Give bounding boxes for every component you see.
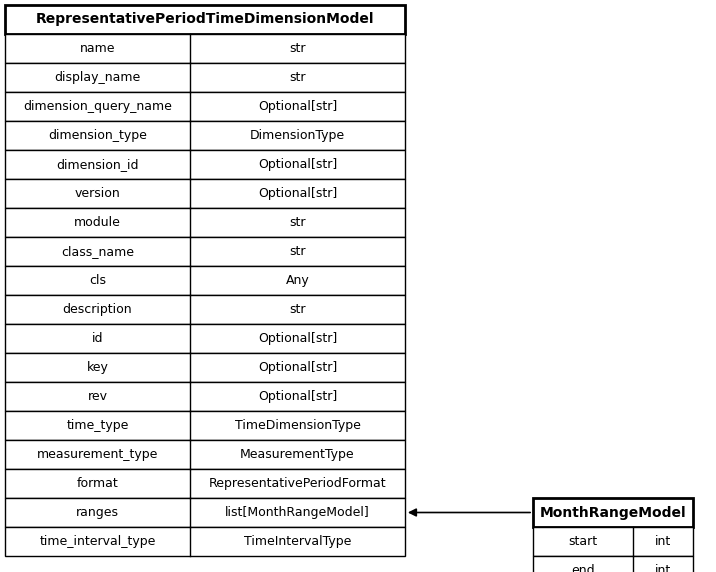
Text: module: module xyxy=(74,216,121,229)
Bar xyxy=(5,121,405,150)
Text: TimeIntervalType: TimeIntervalType xyxy=(244,535,351,548)
Text: MeasurementType: MeasurementType xyxy=(240,448,355,461)
Text: name: name xyxy=(79,42,115,55)
Text: Optional[str]: Optional[str] xyxy=(258,361,337,374)
Text: Optional[str]: Optional[str] xyxy=(258,187,337,200)
Text: DimensionType: DimensionType xyxy=(250,129,345,142)
Text: time_type: time_type xyxy=(67,419,129,432)
Bar xyxy=(5,5,405,34)
Text: str: str xyxy=(289,42,306,55)
Bar xyxy=(5,266,405,295)
Bar xyxy=(5,353,405,382)
Text: str: str xyxy=(289,303,306,316)
Text: dimension_id: dimension_id xyxy=(57,158,139,171)
Text: start: start xyxy=(569,535,598,548)
Text: ranges: ranges xyxy=(76,506,119,519)
Bar xyxy=(5,382,405,411)
Bar xyxy=(5,527,405,556)
Bar xyxy=(5,295,405,324)
Bar xyxy=(5,34,405,63)
Text: TimeDimensionType: TimeDimensionType xyxy=(235,419,360,432)
Bar xyxy=(5,208,405,237)
Text: Any: Any xyxy=(286,274,309,287)
Text: str: str xyxy=(289,245,306,258)
Text: Optional[str]: Optional[str] xyxy=(258,332,337,345)
Bar xyxy=(533,556,693,572)
Bar xyxy=(5,150,405,179)
Text: int: int xyxy=(655,535,671,548)
Bar xyxy=(5,411,405,440)
Text: Optional[str]: Optional[str] xyxy=(258,100,337,113)
Text: list[MonthRangeModel]: list[MonthRangeModel] xyxy=(225,506,370,519)
Text: version: version xyxy=(74,187,120,200)
Bar xyxy=(5,324,405,353)
Bar xyxy=(533,527,693,556)
Text: str: str xyxy=(289,216,306,229)
Text: dimension_query_name: dimension_query_name xyxy=(23,100,172,113)
Bar xyxy=(5,179,405,208)
Text: time_interval_type: time_interval_type xyxy=(39,535,155,548)
Bar xyxy=(5,63,405,92)
Text: measurement_type: measurement_type xyxy=(37,448,158,461)
Text: format: format xyxy=(77,477,118,490)
Bar xyxy=(5,237,405,266)
Bar xyxy=(533,498,693,527)
Text: id: id xyxy=(92,332,103,345)
Text: dimension_type: dimension_type xyxy=(48,129,147,142)
Bar xyxy=(5,498,405,527)
Text: Optional[str]: Optional[str] xyxy=(258,158,337,171)
Text: end: end xyxy=(571,564,595,572)
Text: display_name: display_name xyxy=(54,71,140,84)
Text: RepresentativePeriodTimeDimensionModel: RepresentativePeriodTimeDimensionModel xyxy=(36,13,374,26)
Text: str: str xyxy=(289,71,306,84)
Text: MonthRangeModel: MonthRangeModel xyxy=(540,506,687,519)
Text: description: description xyxy=(63,303,132,316)
Text: Optional[str]: Optional[str] xyxy=(258,390,337,403)
Bar xyxy=(5,469,405,498)
Text: int: int xyxy=(655,564,671,572)
Bar xyxy=(5,92,405,121)
Bar xyxy=(5,440,405,469)
Text: class_name: class_name xyxy=(61,245,134,258)
Text: key: key xyxy=(87,361,108,374)
Text: rev: rev xyxy=(87,390,107,403)
Text: RepresentativePeriodFormat: RepresentativePeriodFormat xyxy=(208,477,387,490)
Text: cls: cls xyxy=(89,274,106,287)
